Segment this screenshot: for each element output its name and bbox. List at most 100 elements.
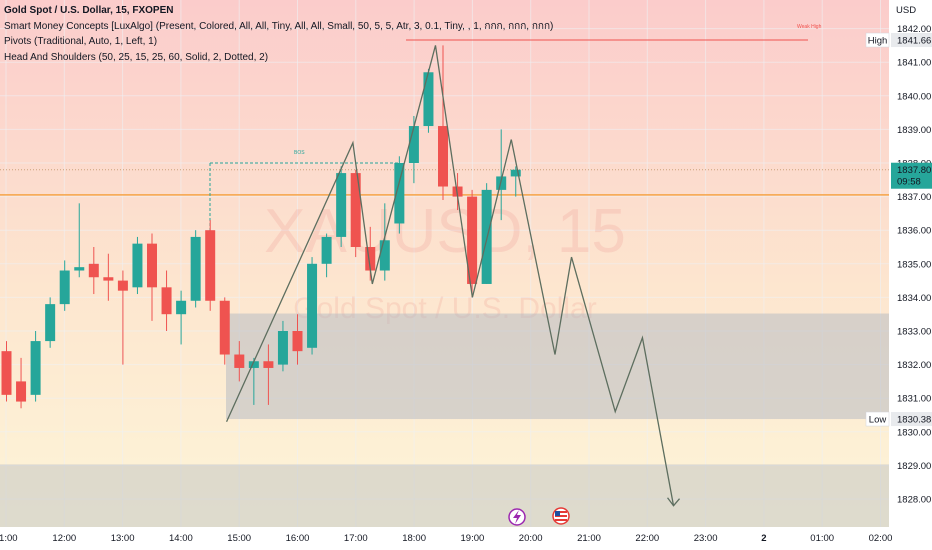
lightning-event-icon[interactable] xyxy=(508,508,526,526)
lower-zone xyxy=(0,464,889,527)
candle-body xyxy=(132,243,143,288)
candle-body xyxy=(321,236,332,264)
time-tick-label: 15:00 xyxy=(227,533,251,544)
time-tick-label: 17:00 xyxy=(344,533,368,544)
candle-body xyxy=(467,196,478,284)
price-tick-label: 1831.00 xyxy=(897,394,931,405)
time-tick-label: 14:00 xyxy=(169,533,193,544)
current-price-value: 1837.80 xyxy=(897,165,931,176)
time-axis[interactable]: 11:00 12:00 13:00 14:00 15:00 16:00 17:00 18:00… xyxy=(0,533,892,544)
price-tick-label: 1832.00 xyxy=(897,360,931,371)
time-tick-label: 23:00 xyxy=(694,533,718,544)
time-tick-label: 19:00 xyxy=(461,533,485,544)
us-flag-icon[interactable] xyxy=(552,507,570,525)
indicator-legend: Gold Spot / U.S. Dollar, 15, FXOPEN Smar… xyxy=(4,3,553,65)
symbol-title[interactable]: Gold Spot / U.S. Dollar, 15, FXOPEN xyxy=(4,5,174,16)
candle-body xyxy=(117,280,128,291)
candle-body xyxy=(307,263,318,348)
price-tick-label: 1842.00 xyxy=(897,24,931,35)
price-tick-label: 1829.00 xyxy=(897,461,931,472)
candle-body xyxy=(45,304,56,342)
time-tick-label: 22:00 xyxy=(635,533,659,544)
price-axis[interactable]: 1828.00 1829.00 1830.00 1831.00 1832.00 1833.… xyxy=(897,24,931,505)
low-tag-label: Low xyxy=(869,415,887,426)
candle-body xyxy=(88,263,99,278)
watermark-symbol: XAUUSD, 15 xyxy=(264,197,626,266)
high-tag-value-box xyxy=(891,33,932,48)
price-tick-label: 1835.00 xyxy=(897,259,931,270)
candle-body xyxy=(59,270,70,305)
low-tag-label-box xyxy=(865,411,890,427)
time-tick-label: 20:00 xyxy=(519,533,543,544)
head-shoulders-line xyxy=(225,45,512,422)
candle-body xyxy=(408,126,419,163)
candle-body xyxy=(205,230,216,301)
candle-body xyxy=(263,361,274,368)
candle-body xyxy=(510,169,521,177)
indicator-head-shoulders[interactable]: Head And Shoulders (50, 25, 15, 25, 60, … xyxy=(4,51,269,63)
candle-body xyxy=(365,247,376,271)
time-tick-label: 16:00 xyxy=(286,533,310,544)
candle-body xyxy=(147,243,157,288)
candle-body xyxy=(161,287,172,315)
candle-body xyxy=(394,163,405,224)
candle-body xyxy=(176,300,187,315)
time-tick-label: 11:00 xyxy=(0,533,18,544)
candle-body xyxy=(438,126,448,187)
candle-body xyxy=(190,236,201,301)
price-tick-label: 1841.00 xyxy=(897,58,931,69)
indicator-smc[interactable]: Smart Money Concepts [LuxAlgo] (Present,… xyxy=(4,20,554,32)
time-tick-label: 01:00 xyxy=(810,533,834,544)
candle-body xyxy=(219,300,230,355)
projection-arrowhead xyxy=(667,497,681,507)
event-icons xyxy=(508,507,570,526)
candle-body xyxy=(336,173,347,237)
currency-label: USD xyxy=(896,5,916,16)
candle-body xyxy=(350,173,361,247)
time-tick-label: 2 xyxy=(761,533,766,544)
candle-body xyxy=(103,277,114,281)
candle-body xyxy=(16,381,27,402)
price-tick-label: 1836.00 xyxy=(897,226,931,237)
time-tick-label: 18:00 xyxy=(402,533,426,544)
high-tag-label-box xyxy=(865,32,890,48)
projection-path xyxy=(510,139,675,506)
high-tag-label: High xyxy=(868,36,888,47)
candles-layer xyxy=(1,45,521,409)
candle-body xyxy=(234,354,245,368)
price-tick-label: 1834.00 xyxy=(897,293,931,304)
candle-body xyxy=(30,341,41,395)
zones-layer xyxy=(0,313,889,527)
bos-label: BOS xyxy=(294,150,305,156)
low-tag-value-box xyxy=(891,412,932,427)
weak-high-label: Weak High xyxy=(797,24,822,30)
low-tag-value: 1830.38 xyxy=(897,415,931,426)
price-tick-label: 1830.00 xyxy=(897,427,931,438)
indicator-pivots[interactable]: Pivots (Traditional, Auto, 1, Left, 1) xyxy=(4,36,158,47)
candle-body xyxy=(292,331,303,352)
price-tick-label: 1839.00 xyxy=(897,125,931,136)
price-tick-label: 1837.00 xyxy=(897,192,931,203)
pattern-layer xyxy=(225,45,681,507)
watermark: XAUUSD, 15 Gold Spot / U.S. Dollar xyxy=(264,197,626,325)
candle-body xyxy=(452,186,463,197)
price-tick-label: 1828.00 xyxy=(897,495,931,506)
candle-body xyxy=(74,267,85,271)
countdown-value: 09:58 xyxy=(897,177,921,188)
price-tick-label: 1833.00 xyxy=(897,327,931,338)
candle-body xyxy=(496,176,507,190)
price-axis-background xyxy=(889,0,932,527)
candle-body xyxy=(248,361,259,368)
time-tick-label: 13:00 xyxy=(111,533,135,544)
demand-zone xyxy=(226,313,889,420)
candle-body xyxy=(277,331,288,365)
time-tick-label: 21:00 xyxy=(577,533,601,544)
price-tick-label: 1840.00 xyxy=(897,91,931,102)
time-axis-background xyxy=(0,527,932,550)
time-tick-label: 12:00 xyxy=(52,533,76,544)
candle-body xyxy=(423,72,434,127)
time-tick-label: 02:00 xyxy=(869,533,893,544)
candle-body xyxy=(1,351,12,395)
